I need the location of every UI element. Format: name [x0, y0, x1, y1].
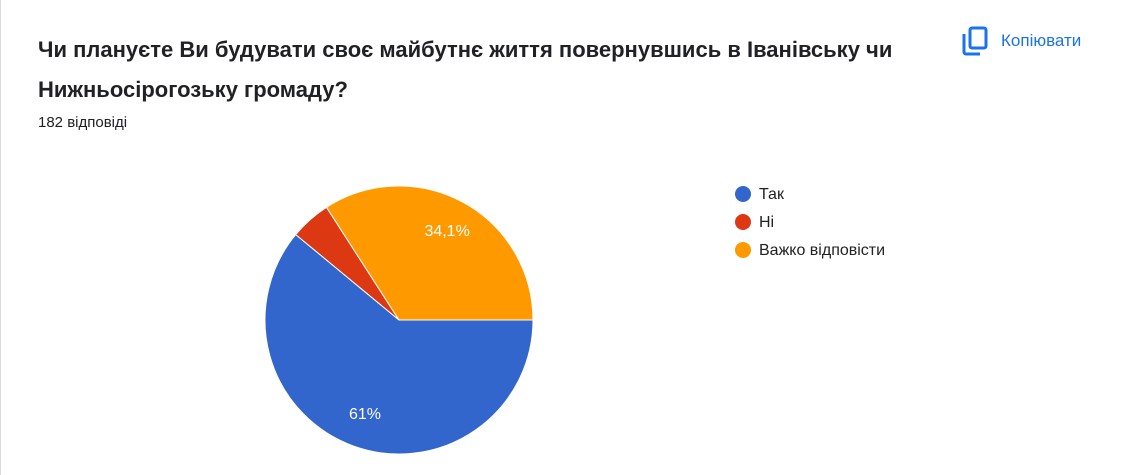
slice-label: 34,1%	[424, 223, 469, 240]
slice-label: 61%	[349, 406, 381, 423]
legend-label: Ні	[759, 214, 774, 231]
copy-label[interactable]: Копіювати	[1001, 31, 1082, 50]
copy-button[interactable]: Копіювати	[961, 26, 1081, 56]
chart: 61% 34,1% Так Ні Важко відповісти	[264, 185, 885, 455]
legend-swatch	[735, 242, 751, 258]
question-title: Чи плануєте Ви будувати своє майбутнє жи…	[38, 37, 893, 102]
legend-swatch	[735, 186, 751, 202]
legend-label: Так	[759, 186, 785, 203]
response-count: 182 відповіді	[38, 114, 128, 131]
pie-slice	[264, 233, 534, 455]
copy-icon	[962, 26, 988, 56]
legend-swatch	[735, 214, 751, 230]
legend-label: Важко відповісти	[759, 242, 885, 259]
pie-slice	[325, 185, 534, 321]
